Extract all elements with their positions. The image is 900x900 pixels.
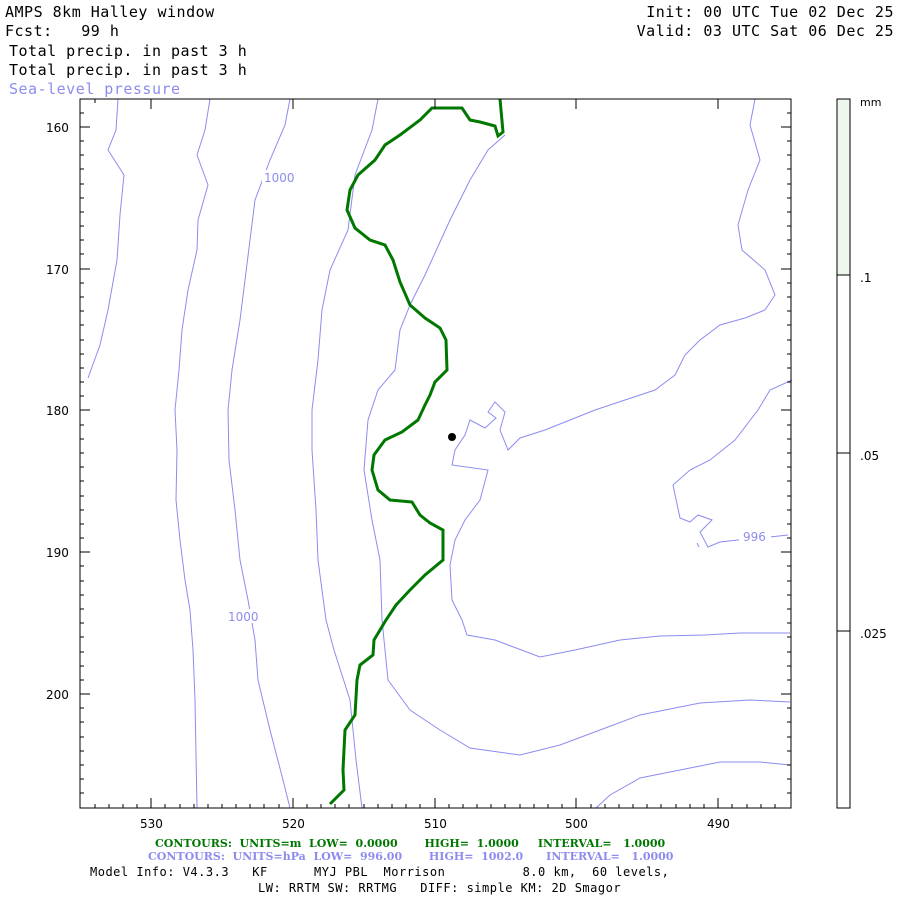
field-label-slp: Sea-level pressure <box>9 80 181 98</box>
pressure-contours <box>87 98 793 809</box>
precip-contour <box>328 98 505 806</box>
y-axis-ticks <box>80 112 791 794</box>
x-tick-label: 530 <box>140 817 163 831</box>
field-label-2: Total precip. in past 3 h <box>9 61 248 79</box>
contour-label: 996 <box>743 530 766 544</box>
x-tick-label: 520 <box>282 817 305 831</box>
colorbar-label: .025 <box>860 627 887 641</box>
contours-info-precip: CONTOURS: UNITS=m LOW= 0.0000 HIGH= 1.00… <box>155 837 666 850</box>
title: AMPS 8km Halley window <box>5 3 215 21</box>
y-tick-label: 160 <box>46 121 69 135</box>
colorbar-label: .1 <box>860 271 871 285</box>
contour-label: 1000 <box>264 171 295 185</box>
y-tick-label: 200 <box>46 688 69 702</box>
forecast-hour: Fcst: 99 h <box>5 22 120 40</box>
init-time: Init: 00 UTC Tue 02 Dec 25 <box>646 3 894 21</box>
x-tick-label: 490 <box>707 817 730 831</box>
physics-info: LW: RRTM SW: RRTMG DIFF: simple KM: 2D S… <box>258 881 622 895</box>
field-label-1: Total precip. in past 3 h <box>9 42 248 60</box>
x-axis-ticks <box>94 99 776 808</box>
contours-info-pressure: CONTOURS: UNITS=hPa LOW= 996.00 HIGH= 10… <box>148 850 674 863</box>
contour-label: 1000 <box>228 610 259 624</box>
x-tick-label: 500 <box>565 817 588 831</box>
y-tick-label: 190 <box>46 546 69 560</box>
x-tick-label: 510 <box>424 817 447 831</box>
map-frame <box>79 98 792 809</box>
station-marker <box>448 433 456 441</box>
model-info: Model Info: V4.3.3 KF MYJ PBL Morrison 8… <box>90 865 670 879</box>
y-tick-label: 180 <box>46 404 69 418</box>
colorbar-unit: mm <box>860 96 881 109</box>
y-tick-label: 170 <box>46 263 69 277</box>
colorbar-fill <box>837 99 850 275</box>
valid-time: Valid: 03 UTC Sat 06 Dec 25 <box>636 22 894 40</box>
colorbar: mm .1 .05 .025 <box>836 96 887 809</box>
colorbar-label: .05 <box>860 449 879 463</box>
